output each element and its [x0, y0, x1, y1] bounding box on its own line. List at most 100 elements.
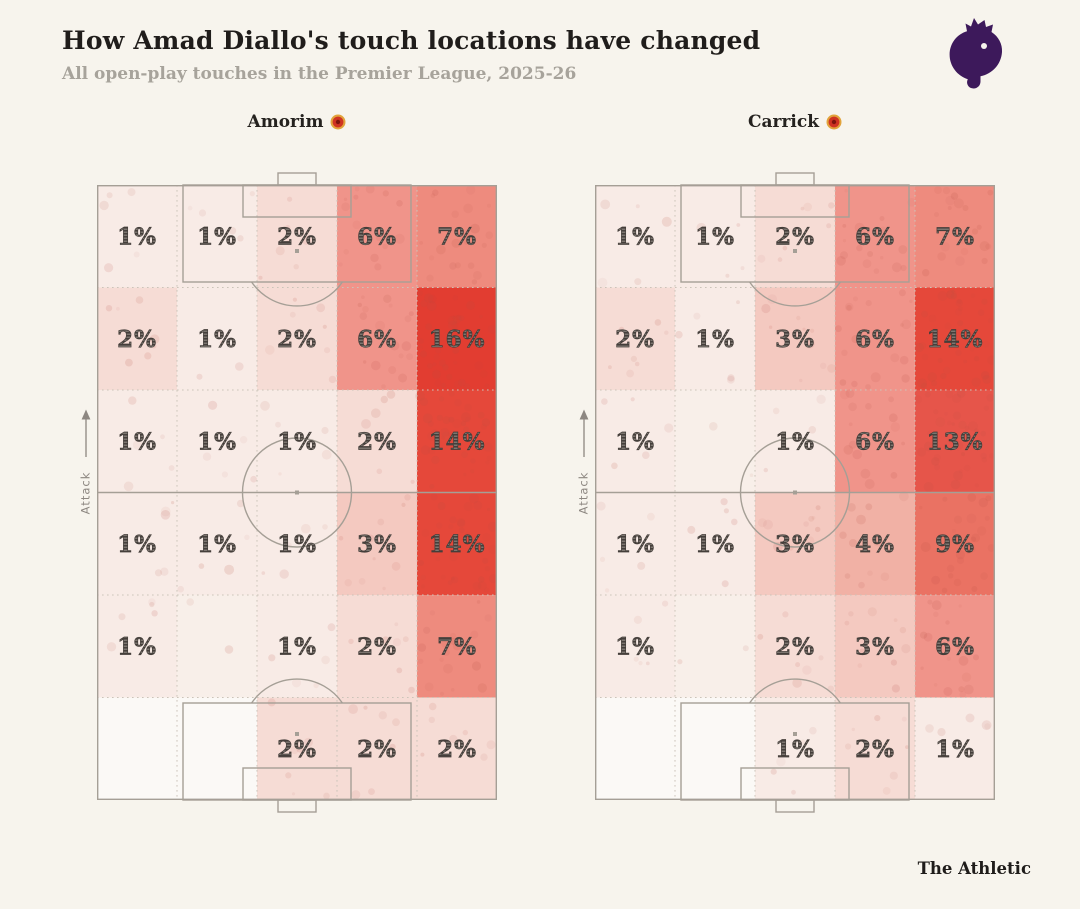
heat-cell [177, 287, 257, 390]
heat-cell [337, 390, 417, 493]
heat-cell [835, 492, 915, 595]
chart-subtitle: All open-play touches in the Premier Lea… [62, 64, 577, 84]
heat-cell [835, 595, 915, 698]
heat-cell [97, 390, 177, 493]
cell-label: 6% [935, 633, 975, 660]
cell-label: 1% [277, 428, 317, 455]
heat-cell [915, 390, 995, 493]
cell-label: 1% [615, 223, 655, 250]
cell-label: 2% [357, 736, 397, 763]
cell-label: 3% [775, 531, 815, 558]
heat-cell [257, 697, 337, 800]
cell-label: 14% [927, 326, 984, 353]
heat-cell [417, 492, 497, 595]
cell-label: 2% [775, 633, 815, 660]
cell-label: 2% [775, 223, 815, 250]
attack-direction-arrow-right: Attack [573, 405, 595, 517]
cell-label: 3% [855, 633, 895, 660]
heat-cell [755, 287, 835, 390]
heat-cell [675, 697, 755, 800]
cell-label: 6% [855, 326, 895, 353]
cell-label: 13% [927, 428, 984, 455]
cell-label: 1% [615, 531, 655, 558]
cell-label: 3% [357, 531, 397, 558]
heat-cell [835, 390, 915, 493]
attack-arrow-svg: Attack [79, 409, 93, 515]
cell-label: 14% [429, 428, 486, 455]
cell-label: 1% [117, 428, 157, 455]
heat-cell [97, 595, 177, 698]
cell-label: 1% [695, 223, 735, 250]
heat-cell [675, 595, 755, 698]
heat-cell [97, 492, 177, 595]
arrow-up-icon [579, 409, 589, 420]
cell-label: 1% [935, 736, 975, 763]
attack-label: Attack [79, 472, 93, 515]
heat-cell [595, 595, 675, 698]
heat-cell [417, 287, 497, 390]
heat-cell [675, 492, 755, 595]
heat-cell [755, 697, 835, 800]
heat-cell [97, 185, 177, 288]
cell-label: 2% [117, 326, 157, 353]
cell-label: 2% [277, 736, 317, 763]
heat-cell [595, 697, 675, 800]
touch-dots [99, 185, 497, 800]
cell-label: 1% [197, 223, 237, 250]
heat-cell [257, 185, 337, 288]
heat-cell [257, 595, 337, 698]
heat-cell [257, 390, 337, 493]
cell-label: 1% [775, 428, 815, 455]
cell-label: 1% [197, 531, 237, 558]
cell-label: 1% [117, 633, 157, 660]
heat-cell [675, 390, 755, 493]
heat-cell [915, 287, 995, 390]
man-utd-crest-icon [826, 114, 842, 130]
heat-cell [97, 287, 177, 390]
cell-label: 6% [855, 223, 895, 250]
heat-cell [755, 595, 835, 698]
heat-cell [915, 492, 995, 595]
heat-cell [177, 595, 257, 698]
cell-label: 1% [197, 326, 237, 353]
heat-cell [675, 287, 755, 390]
cell-label: 1% [117, 531, 157, 558]
cell-label: 1% [615, 428, 655, 455]
heat-cell [337, 492, 417, 595]
cell-label: 3% [775, 326, 815, 353]
cell-label: 2% [357, 633, 397, 660]
cell-label: 1% [695, 326, 735, 353]
heat-cell [417, 390, 497, 493]
pitch-markings [96, 172, 498, 813]
chart-title: How Amad Diallo's touch locations have c… [62, 26, 761, 55]
heat-cell [835, 287, 915, 390]
cell-label: 14% [429, 531, 486, 558]
heat-cell [97, 697, 177, 800]
attack-label: Attack [577, 472, 591, 515]
heat-cell [257, 287, 337, 390]
cell-label: 6% [357, 223, 397, 250]
heat-cells [595, 185, 995, 800]
cell-label: 4% [855, 531, 895, 558]
heat-cell [755, 185, 835, 288]
the-athletic-brand: The Athletic [917, 859, 1031, 878]
cell-label: 1% [615, 633, 655, 660]
cell-label: 1% [695, 531, 735, 558]
heat-cell [177, 492, 257, 595]
heat-cell [177, 697, 257, 800]
heat-cell [417, 185, 497, 288]
heat-cell [337, 287, 417, 390]
attack-direction-arrow-left: Attack [75, 405, 97, 517]
arrow-up-icon [81, 409, 91, 420]
attack-arrow-svg: Attack [577, 409, 591, 515]
premier-league-lion-svg [949, 18, 1003, 89]
cell-label: 1% [277, 633, 317, 660]
cell-label: 7% [437, 223, 477, 250]
premier-league-lion-logo [946, 16, 1004, 90]
cell-label: 1% [197, 428, 237, 455]
cell-label: 16% [429, 326, 486, 353]
heat-cell [595, 185, 675, 288]
pitch-title-carrick: Carrick [595, 112, 995, 132]
cell-label: 2% [277, 326, 317, 353]
